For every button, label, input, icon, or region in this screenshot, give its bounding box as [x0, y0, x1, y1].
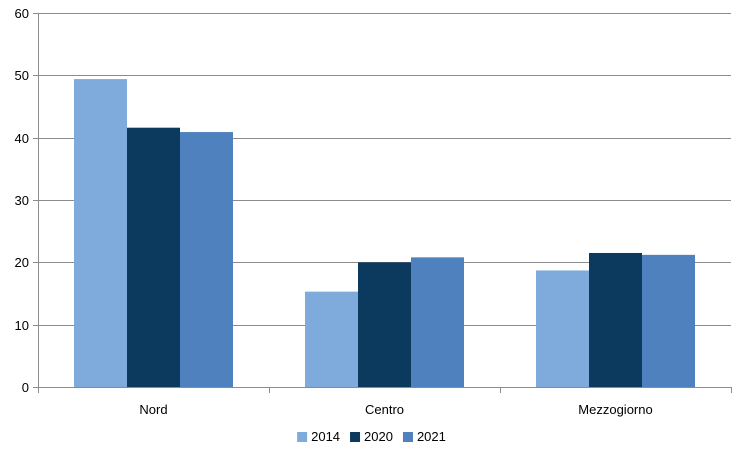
- y-tick-label: 30: [15, 193, 29, 208]
- bar-mezzogiorno-2021: [642, 254, 695, 387]
- bar-nord-2020: [127, 127, 180, 388]
- bar-mezzogiorno-2014: [536, 270, 589, 387]
- legend-label-2020: 2020: [364, 429, 393, 444]
- bar-mezzogiorno-2020: [589, 252, 642, 387]
- y-tick-label: 0: [22, 380, 29, 395]
- bar-centro-2020: [358, 262, 411, 387]
- legend-swatch-2014: [297, 432, 308, 442]
- bar-centro-2021: [411, 257, 464, 387]
- x-tick-label: Nord: [139, 402, 167, 417]
- x-tick-label: Mezzogiorno: [578, 402, 652, 417]
- tick-labels: 0 10 20 30 40 50 60 Nord Centro Mezzogiorno: [15, 6, 653, 417]
- axes: [33, 13, 732, 393]
- bar-nord-2014: [74, 79, 127, 387]
- x-tick-label: Centro: [365, 402, 404, 417]
- legend: 2014 2020 2021: [297, 429, 446, 444]
- legend-swatch-2020: [350, 432, 361, 442]
- y-tick-label: 40: [15, 131, 29, 146]
- legend-swatch-2021: [402, 432, 413, 442]
- y-tick-label: 50: [15, 68, 29, 83]
- bar-nord-2021: [180, 132, 233, 387]
- legend-label-2021: 2021: [417, 429, 446, 444]
- y-tick-label: 60: [15, 6, 29, 21]
- bars: [74, 79, 695, 388]
- legend-label-2014: 2014: [311, 429, 340, 444]
- y-tick-label: 20: [15, 255, 29, 270]
- y-tick-label: 10: [15, 318, 29, 333]
- bar-centro-2014: [305, 291, 358, 387]
